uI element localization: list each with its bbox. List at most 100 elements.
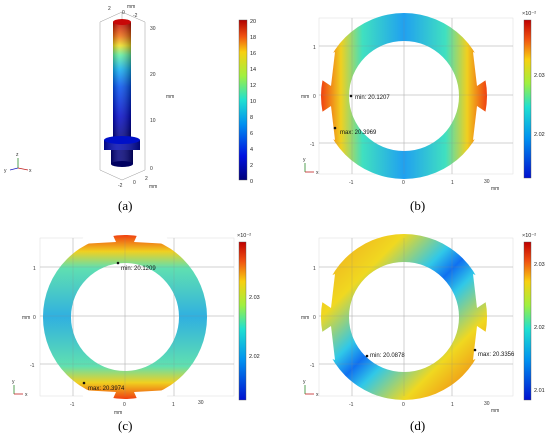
- panel-c-cbtick-1: 2.03: [249, 295, 260, 301]
- panel-a-axis-triad: z x y: [4, 152, 32, 174]
- panel-b-right-label: 30: [484, 179, 490, 185]
- panel-d-max-marker: [473, 348, 477, 352]
- panel-a-bottom-unit: mm: [149, 184, 157, 190]
- panel-a-colorbar: [238, 19, 248, 181]
- panel-b-max-marker: [333, 126, 337, 130]
- panel-c-xtick-0: 0: [123, 402, 126, 408]
- panel-b-y-unit: mm: [301, 94, 309, 100]
- panel-c-min-label: min: 20.1209: [121, 266, 156, 272]
- panel-c-colorbar: [238, 241, 247, 401]
- svg-text:8: 8: [250, 115, 253, 121]
- panel-a-figure: 30 20 10 0 mm 2 0 -2 mm -2 0 2 mm z x y …: [4, 4, 256, 190]
- svg-text:y: y: [303, 379, 306, 385]
- panel-d-ytick-1: 1: [313, 266, 316, 272]
- panel-d-ytick-neg1: -1: [310, 363, 315, 369]
- panel-b-colorbar-exponent: ×10⁻²: [522, 11, 536, 17]
- panel-a-ztick-10: 10: [150, 118, 156, 124]
- panel-b-colorbar: [523, 19, 532, 179]
- svg-text:16: 16: [250, 51, 256, 57]
- panel-b-x-unit: mm: [491, 186, 499, 192]
- svg-text:x: x: [25, 392, 28, 398]
- svg-text:12: 12: [250, 83, 256, 89]
- panel-b-max-label: max: 20.3969: [340, 130, 377, 136]
- svg-text:0: 0: [250, 179, 253, 185]
- panel-c-max-marker: [82, 381, 86, 385]
- panel-c-xtick-neg1: -1: [70, 402, 75, 408]
- panel-d-xtick-0: 0: [402, 402, 405, 408]
- panel-a-top-tick-2: 0: [122, 10, 125, 16]
- panel-c-caption: (c): [118, 418, 133, 433]
- panel-b-ring: [321, 13, 487, 179]
- panel-c-ring-notches: [80, 233, 170, 401]
- svg-text:y: y: [12, 379, 15, 385]
- panel-d-colorbar: [523, 241, 532, 401]
- panel-b-xtick-neg1: -1: [349, 180, 354, 186]
- panel-c-figure: min: 20.1209 max: 20.3974 1 0 -1 mm -1 0…: [12, 233, 260, 416]
- svg-text:20: 20: [250, 19, 256, 25]
- panel-d-cbtick-2: 2.02: [534, 325, 545, 331]
- panel-b-cbtick-1: 2.03: [534, 73, 545, 79]
- svg-text:4: 4: [250, 147, 253, 153]
- panel-b-figure: min: 20.1207 max: 20.3969 1 0 -1 mm -1 0…: [301, 11, 545, 192]
- panel-d-axis-triad: y x: [303, 379, 319, 398]
- panel-a-bottom-tick-1: -2: [118, 183, 123, 189]
- panel-b-caption: (b): [410, 198, 426, 213]
- panel-b-cbtick-2: 2.02: [534, 132, 545, 138]
- svg-text:x: x: [316, 392, 319, 398]
- panel-d-cbtick-3: 2.01: [534, 388, 545, 394]
- panel-c-axis-triad: y x: [12, 379, 28, 398]
- panel-a-colorbar-ticks: 20 18 16 14 12 10 8 6 4 2 0: [250, 19, 256, 185]
- panel-d-ring: [320, 233, 488, 400]
- panel-d-xtick-neg1: -1: [349, 402, 354, 408]
- panel-b-min-label: min: 20.1207: [355, 95, 390, 101]
- svg-text:2: 2: [250, 163, 253, 169]
- panel-a-top-tick-1: 2: [108, 6, 111, 12]
- panel-c-max-label: max: 20.3974: [88, 386, 125, 392]
- panel-c-right-label: 30: [198, 400, 204, 406]
- rod-top-face: [113, 19, 131, 25]
- svg-text:y: y: [4, 168, 7, 174]
- panel-a-top-tick-3: -2: [133, 13, 138, 19]
- panel-b-ytick-0: 0: [313, 94, 316, 100]
- panel-a-ztick-0: 0: [150, 166, 153, 172]
- svg-text:14: 14: [250, 67, 256, 73]
- panel-c-grid-over: [40, 238, 234, 396]
- svg-text:10: 10: [250, 99, 256, 105]
- panel-c-ytick-1: 1: [33, 266, 36, 272]
- panel-a-ztick-30: 30: [150, 26, 156, 32]
- panel-b-min-marker: [349, 94, 353, 98]
- panel-b-ring-notches: [322, 52, 486, 140]
- panel-c-colorbar-exponent: ×10⁻²: [237, 233, 251, 239]
- panel-d-min-label: min: 20.0878: [370, 353, 405, 359]
- svg-text:x: x: [316, 170, 319, 176]
- svg-text:x: x: [29, 168, 32, 174]
- panel-d-y-unit: mm: [301, 315, 309, 321]
- panel-d-x-unit: mm: [491, 408, 499, 414]
- svg-text:18: 18: [250, 35, 256, 41]
- panel-d-caption: (d): [410, 418, 426, 433]
- panel-d-ring-notches: [322, 274, 486, 360]
- panel-c-ring: [42, 234, 208, 399]
- panel-d-max-label: max: 20.3356: [478, 352, 515, 358]
- panel-d-ytick-0: 0: [313, 315, 316, 321]
- panel-c-xtick-1: 1: [172, 402, 175, 408]
- panel-a-top-unit: mm: [127, 4, 135, 10]
- panel-a-z-unit: mm: [166, 94, 174, 100]
- panel-d-grid-over: [319, 238, 513, 396]
- svg-text:y: y: [303, 157, 306, 163]
- svg-text:6: 6: [250, 131, 253, 137]
- panel-b-ytick-neg1: -1: [310, 142, 315, 148]
- panel-b-axis-triad: y x: [303, 157, 319, 176]
- panel-d-right-label: 30: [484, 401, 490, 407]
- panel-d-figure: min: 20.0878 max: 20.3356 1 0 -1 mm -1 0…: [301, 233, 545, 414]
- panel-d-min-marker: [365, 354, 369, 358]
- panel-c-min-marker: [116, 261, 120, 265]
- panel-a-bottom-tick-2: 0: [133, 180, 136, 186]
- panel-a-bottom-tick-3: 2: [145, 176, 148, 182]
- panel-c-x-unit: mm: [114, 410, 122, 416]
- panel-a-caption: (a): [118, 198, 133, 213]
- svg-text:z: z: [16, 152, 19, 158]
- panel-d-colorbar-exponent: ×10⁻²: [522, 233, 536, 239]
- panel-c-ytick-0: 0: [33, 315, 36, 321]
- panel-d-xtick-1: 1: [451, 402, 454, 408]
